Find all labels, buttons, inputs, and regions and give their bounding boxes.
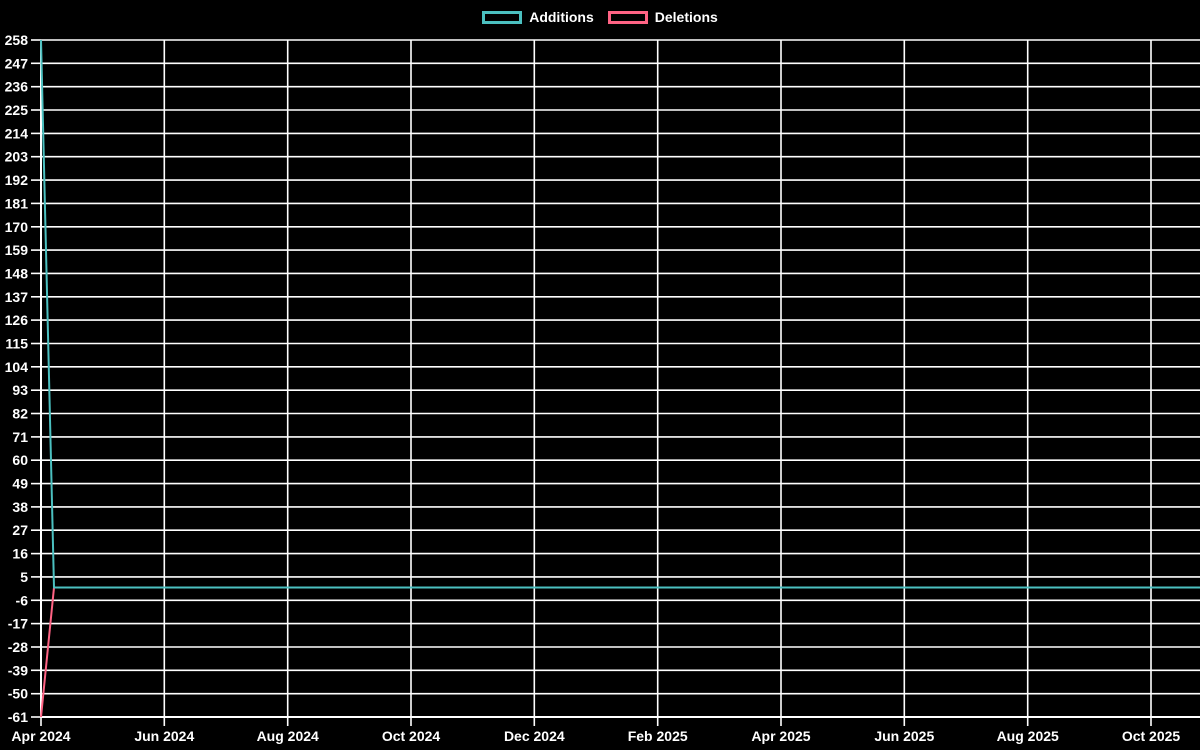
y-tick-label: 38 bbox=[12, 499, 28, 515]
deletions-line bbox=[40, 586, 1200, 718]
legend-item-deletions[interactable]: Deletions bbox=[607, 9, 718, 25]
y-tick-label: -17 bbox=[8, 616, 28, 632]
x-tick-label: Aug 2024 bbox=[257, 728, 319, 744]
y-tick-label: 148 bbox=[5, 265, 29, 281]
y-tick-labels: 258 247 236 225 214 203 192 181 170 159 148 137 126 1… bbox=[5, 32, 29, 725]
y-tick-label: 137 bbox=[5, 289, 29, 305]
y-tick-label: 225 bbox=[5, 102, 29, 118]
y-tick-label: 203 bbox=[5, 149, 29, 165]
y-tick-label: 5 bbox=[20, 569, 28, 585]
y-tick-label: 126 bbox=[5, 312, 29, 328]
additions-line bbox=[40, 39, 1200, 589]
x-tick-label: Apr 2025 bbox=[751, 728, 810, 744]
horizontal-gridlines bbox=[31, 39, 1200, 718]
deletions-swatch-icon bbox=[607, 10, 648, 24]
y-tick-label: -6 bbox=[16, 592, 29, 608]
y-tick-label: -28 bbox=[8, 639, 28, 655]
legend-label-additions: Additions bbox=[529, 9, 594, 25]
x-tick-labels: Apr 2024 Jun 2024 Aug 2024 Oct 2024 Dec 2024… bbox=[11, 728, 1180, 744]
y-tick-label: 49 bbox=[12, 476, 28, 492]
y-tick-label: 247 bbox=[5, 55, 29, 71]
x-tick-label: Dec 2024 bbox=[504, 728, 565, 744]
y-tick-label: 192 bbox=[5, 172, 29, 188]
y-tick-label: 71 bbox=[12, 429, 28, 445]
y-tick-label: 82 bbox=[12, 406, 28, 422]
y-tick-label: 16 bbox=[12, 546, 28, 562]
y-tick-label: -39 bbox=[8, 662, 28, 678]
chart-legend: Additions Deletions bbox=[0, 6, 1200, 28]
y-tick-label: 214 bbox=[5, 125, 29, 141]
y-tick-label: 60 bbox=[12, 452, 28, 468]
x-tick-label: Jun 2024 bbox=[134, 728, 194, 744]
y-tick-label: -50 bbox=[8, 686, 28, 702]
y-tick-label: 170 bbox=[5, 219, 29, 235]
legend-label-deletions: Deletions bbox=[654, 9, 718, 25]
x-tick-label: Apr 2024 bbox=[11, 728, 70, 744]
y-tick-label: 181 bbox=[5, 195, 29, 211]
y-tick-label: 27 bbox=[12, 522, 28, 538]
x-tick-label: Oct 2024 bbox=[382, 728, 441, 744]
x-tick-label: Aug 2025 bbox=[997, 728, 1059, 744]
y-tick-label: -61 bbox=[8, 709, 28, 725]
y-tick-label: 93 bbox=[12, 382, 28, 398]
x-tick-label: Jun 2025 bbox=[874, 728, 934, 744]
legend-item-additions[interactable]: Additions bbox=[482, 10, 594, 24]
y-tick-label: 104 bbox=[5, 359, 29, 375]
y-tick-label: 115 bbox=[5, 336, 28, 352]
y-tick-label: 258 bbox=[5, 32, 29, 48]
y-tick-label: 236 bbox=[5, 79, 29, 95]
x-tick-label: Oct 2025 bbox=[1122, 728, 1181, 744]
additions-swatch-icon bbox=[482, 10, 523, 24]
x-tick-label: Feb 2025 bbox=[628, 728, 688, 744]
y-tick-label: 159 bbox=[5, 242, 29, 258]
